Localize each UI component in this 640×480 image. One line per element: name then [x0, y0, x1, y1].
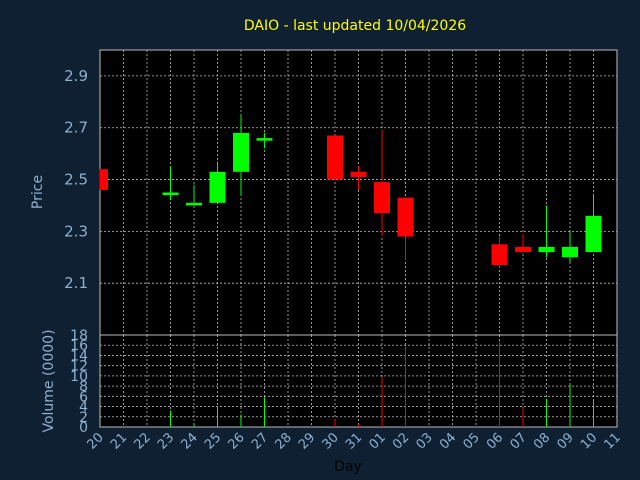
x-axis-label: Day	[334, 459, 362, 475]
x-tick-label: 31	[343, 430, 365, 452]
volume-tick-label: 16	[70, 338, 88, 354]
candle-body	[397, 197, 414, 237]
x-tick-label: 26	[226, 430, 248, 452]
price-panel: 2.1 2.3 2.5 2.7 2.9 Price	[30, 49, 618, 336]
candle-body	[538, 246, 555, 253]
price-tick-label: 2.9	[64, 67, 88, 85]
x-tick-label: 05	[461, 430, 483, 452]
x-tick-label: 06	[484, 430, 506, 452]
x-tick-label: 09	[555, 430, 577, 452]
candle-body	[256, 138, 273, 141]
candle-body	[350, 171, 367, 177]
candle-body	[209, 171, 226, 203]
price-tick-label: 2.3	[64, 222, 88, 240]
candle-body	[100, 169, 108, 190]
price-y-ticks: 2.1 2.3 2.5 2.7 2.9	[64, 67, 88, 292]
x-tick-label: 10	[578, 430, 600, 452]
x-tick-label: 23	[155, 430, 177, 452]
x-tick-label: 11	[602, 430, 624, 452]
x-axis-ticks: 20 21 22 23 24 25 26 27 28 29 30 31 01 02 03 04 05 06 07 08…	[85, 430, 624, 452]
volume-tick-label: 0	[79, 420, 88, 436]
x-tick-label: 04	[437, 430, 459, 452]
volume-tick-label: 18	[70, 328, 88, 344]
price-tick-label: 2.7	[64, 119, 88, 137]
x-tick-label: 30	[320, 430, 342, 452]
x-tick-label: 07	[508, 430, 530, 452]
x-tick-label: 25	[202, 430, 224, 452]
price-grid	[100, 50, 617, 335]
volume-tick-label: 2	[79, 410, 88, 426]
x-tick-label: 21	[108, 430, 130, 452]
x-tick-label: 01	[367, 430, 389, 452]
volume-axis-label: Volume (0000)	[41, 329, 57, 432]
chart-title: DAIO - last updated 10/04/2026	[244, 18, 466, 34]
x-tick-label: 08	[531, 430, 553, 452]
x-tick-label: 27	[249, 430, 271, 452]
volume-tick-label: 10	[70, 369, 88, 385]
volume-tick-label: 12	[70, 359, 88, 375]
price-tick-label: 2.1	[64, 274, 88, 292]
volume-tick-label: 8	[79, 379, 88, 395]
price-candles	[99, 114, 602, 268]
volume-tick-label: 6	[79, 389, 88, 405]
candle-body	[186, 202, 202, 206]
volume-bars	[170, 341, 594, 427]
candle-body	[515, 246, 531, 253]
x-tick-label: 02	[390, 430, 412, 452]
candle-body	[562, 246, 578, 258]
x-tick-label: 22	[132, 430, 154, 452]
price-axis-label: Price	[30, 175, 46, 209]
x-tick-label: 03	[414, 430, 436, 452]
candle-body	[162, 192, 179, 196]
volume-tick-label: 14	[70, 348, 88, 364]
candle-body	[491, 244, 508, 266]
x-tick-label: 24	[179, 430, 201, 452]
x-tick-label: 29	[296, 430, 318, 452]
candle-body	[585, 215, 602, 253]
candle-body	[233, 132, 249, 172]
x-tick-label: 28	[273, 430, 295, 452]
candle-body	[374, 182, 390, 214]
candle-body	[327, 135, 343, 180]
volume-tick-label: 4	[79, 400, 88, 416]
price-tick-label: 2.5	[64, 171, 88, 189]
